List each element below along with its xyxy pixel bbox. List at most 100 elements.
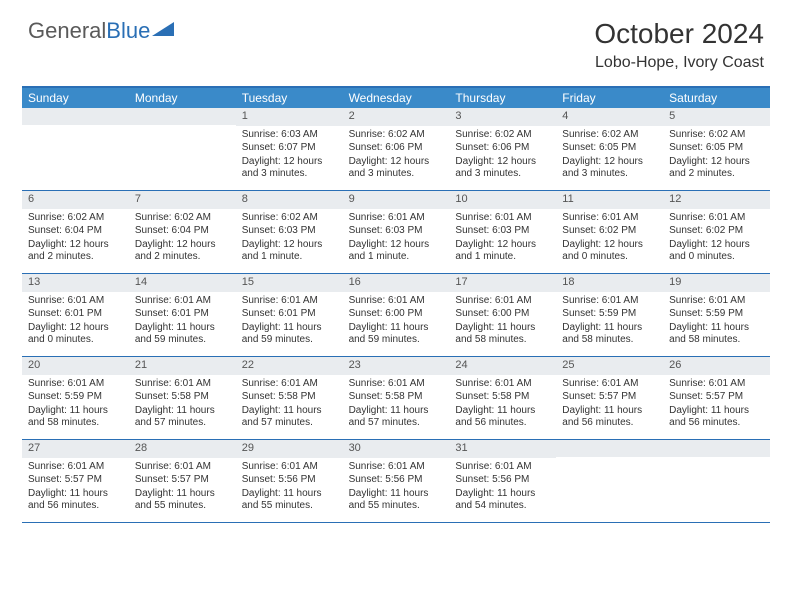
sunrise-text: Sunrise: 6:02 AM <box>455 129 550 142</box>
day-body <box>556 457 663 464</box>
sunrise-text: Sunrise: 6:01 AM <box>135 295 230 308</box>
sunrise-text: Sunrise: 6:01 AM <box>349 461 444 474</box>
day-number: 27 <box>22 440 129 458</box>
day-body: Sunrise: 6:02 AMSunset: 6:04 PMDaylight:… <box>129 209 236 269</box>
sunset-text: Sunset: 5:56 PM <box>242 474 337 487</box>
day-cell: 15Sunrise: 6:01 AMSunset: 6:01 PMDayligh… <box>236 274 343 356</box>
daylight-text: Daylight: 11 hours and 57 minutes. <box>242 405 337 430</box>
sunset-text: Sunset: 6:00 PM <box>455 308 550 321</box>
day-number: 31 <box>449 440 556 458</box>
day-number: 18 <box>556 274 663 292</box>
day-number <box>663 440 770 457</box>
day-number: 20 <box>22 357 129 375</box>
sunrise-text: Sunrise: 6:01 AM <box>242 461 337 474</box>
sunset-text: Sunset: 5:58 PM <box>242 391 337 404</box>
daylight-text: Daylight: 12 hours and 1 minute. <box>349 239 444 264</box>
day-cell: 13Sunrise: 6:01 AMSunset: 6:01 PMDayligh… <box>22 274 129 356</box>
day-header-row: SundayMondayTuesdayWednesdayThursdayFrid… <box>22 88 770 108</box>
day-body: Sunrise: 6:01 AMSunset: 5:57 PMDaylight:… <box>663 375 770 435</box>
daylight-text: Daylight: 12 hours and 0 minutes. <box>28 322 123 347</box>
daylight-text: Daylight: 12 hours and 0 minutes. <box>562 239 657 264</box>
day-cell: 23Sunrise: 6:01 AMSunset: 5:58 PMDayligh… <box>343 357 450 439</box>
sunset-text: Sunset: 5:59 PM <box>562 308 657 321</box>
day-cell <box>556 440 663 522</box>
day-cell: 28Sunrise: 6:01 AMSunset: 5:57 PMDayligh… <box>129 440 236 522</box>
day-number: 12 <box>663 191 770 209</box>
sunset-text: Sunset: 5:56 PM <box>349 474 444 487</box>
day-number: 29 <box>236 440 343 458</box>
day-cell <box>22 108 129 190</box>
daylight-text: Daylight: 12 hours and 2 minutes. <box>135 239 230 264</box>
sunset-text: Sunset: 5:58 PM <box>349 391 444 404</box>
daylight-text: Daylight: 11 hours and 59 minutes. <box>349 322 444 347</box>
day-cell: 8Sunrise: 6:02 AMSunset: 6:03 PMDaylight… <box>236 191 343 273</box>
day-body: Sunrise: 6:01 AMSunset: 5:57 PMDaylight:… <box>129 458 236 518</box>
sunrise-text: Sunrise: 6:01 AM <box>349 212 444 225</box>
day-number <box>22 108 129 125</box>
calendar: SundayMondayTuesdayWednesdayThursdayFrid… <box>22 86 770 523</box>
day-body: Sunrise: 6:01 AMSunset: 5:56 PMDaylight:… <box>449 458 556 518</box>
sunset-text: Sunset: 6:03 PM <box>349 225 444 238</box>
day-body <box>663 457 770 464</box>
sunrise-text: Sunrise: 6:02 AM <box>349 129 444 142</box>
sunrise-text: Sunrise: 6:03 AM <box>242 129 337 142</box>
day-body: Sunrise: 6:02 AMSunset: 6:05 PMDaylight:… <box>663 126 770 186</box>
sunset-text: Sunset: 6:00 PM <box>349 308 444 321</box>
day-body: Sunrise: 6:01 AMSunset: 6:00 PMDaylight:… <box>449 292 556 352</box>
sunrise-text: Sunrise: 6:02 AM <box>28 212 123 225</box>
daylight-text: Daylight: 11 hours and 57 minutes. <box>135 405 230 430</box>
daylight-text: Daylight: 11 hours and 56 minutes. <box>562 405 657 430</box>
daylight-text: Daylight: 12 hours and 2 minutes. <box>28 239 123 264</box>
day-number: 23 <box>343 357 450 375</box>
day-body: Sunrise: 6:02 AMSunset: 6:04 PMDaylight:… <box>22 209 129 269</box>
sunrise-text: Sunrise: 6:01 AM <box>455 378 550 391</box>
day-cell: 31Sunrise: 6:01 AMSunset: 5:56 PMDayligh… <box>449 440 556 522</box>
day-cell <box>663 440 770 522</box>
page-title: October 2024 <box>594 18 764 50</box>
sunrise-text: Sunrise: 6:01 AM <box>669 212 764 225</box>
day-cell: 14Sunrise: 6:01 AMSunset: 6:01 PMDayligh… <box>129 274 236 356</box>
day-header-cell: Monday <box>129 88 236 108</box>
daylight-text: Daylight: 12 hours and 3 minutes. <box>242 156 337 181</box>
day-cell: 5Sunrise: 6:02 AMSunset: 6:05 PMDaylight… <box>663 108 770 190</box>
day-number: 13 <box>22 274 129 292</box>
day-number: 10 <box>449 191 556 209</box>
sunset-text: Sunset: 6:01 PM <box>135 308 230 321</box>
day-cell: 26Sunrise: 6:01 AMSunset: 5:57 PMDayligh… <box>663 357 770 439</box>
sunrise-text: Sunrise: 6:01 AM <box>669 378 764 391</box>
day-number: 21 <box>129 357 236 375</box>
sunrise-text: Sunrise: 6:01 AM <box>242 378 337 391</box>
sunrise-text: Sunrise: 6:01 AM <box>242 295 337 308</box>
sunset-text: Sunset: 6:01 PM <box>242 308 337 321</box>
day-cell: 22Sunrise: 6:01 AMSunset: 5:58 PMDayligh… <box>236 357 343 439</box>
daylight-text: Daylight: 11 hours and 56 minutes. <box>669 405 764 430</box>
day-number <box>556 440 663 457</box>
day-cell: 11Sunrise: 6:01 AMSunset: 6:02 PMDayligh… <box>556 191 663 273</box>
sunrise-text: Sunrise: 6:02 AM <box>669 129 764 142</box>
day-body: Sunrise: 6:01 AMSunset: 5:58 PMDaylight:… <box>236 375 343 435</box>
day-body: Sunrise: 6:01 AMSunset: 5:59 PMDaylight:… <box>663 292 770 352</box>
day-cell: 2Sunrise: 6:02 AMSunset: 6:06 PMDaylight… <box>343 108 450 190</box>
day-header-cell: Sunday <box>22 88 129 108</box>
sunset-text: Sunset: 6:06 PM <box>349 142 444 155</box>
sunrise-text: Sunrise: 6:01 AM <box>455 295 550 308</box>
day-number: 26 <box>663 357 770 375</box>
week-row: 1Sunrise: 6:03 AMSunset: 6:07 PMDaylight… <box>22 108 770 191</box>
sunset-text: Sunset: 6:07 PM <box>242 142 337 155</box>
day-body <box>129 125 236 132</box>
day-cell: 6Sunrise: 6:02 AMSunset: 6:04 PMDaylight… <box>22 191 129 273</box>
sunset-text: Sunset: 5:59 PM <box>28 391 123 404</box>
day-number: 8 <box>236 191 343 209</box>
sunrise-text: Sunrise: 6:01 AM <box>455 212 550 225</box>
day-body: Sunrise: 6:02 AMSunset: 6:06 PMDaylight:… <box>343 126 450 186</box>
day-body: Sunrise: 6:01 AMSunset: 5:58 PMDaylight:… <box>343 375 450 435</box>
day-body: Sunrise: 6:02 AMSunset: 6:06 PMDaylight:… <box>449 126 556 186</box>
sunset-text: Sunset: 5:56 PM <box>455 474 550 487</box>
sunrise-text: Sunrise: 6:01 AM <box>28 378 123 391</box>
week-row: 27Sunrise: 6:01 AMSunset: 5:57 PMDayligh… <box>22 440 770 523</box>
day-body: Sunrise: 6:01 AMSunset: 5:59 PMDaylight:… <box>556 292 663 352</box>
day-number: 4 <box>556 108 663 126</box>
day-number: 14 <box>129 274 236 292</box>
day-number: 15 <box>236 274 343 292</box>
day-body: Sunrise: 6:03 AMSunset: 6:07 PMDaylight:… <box>236 126 343 186</box>
